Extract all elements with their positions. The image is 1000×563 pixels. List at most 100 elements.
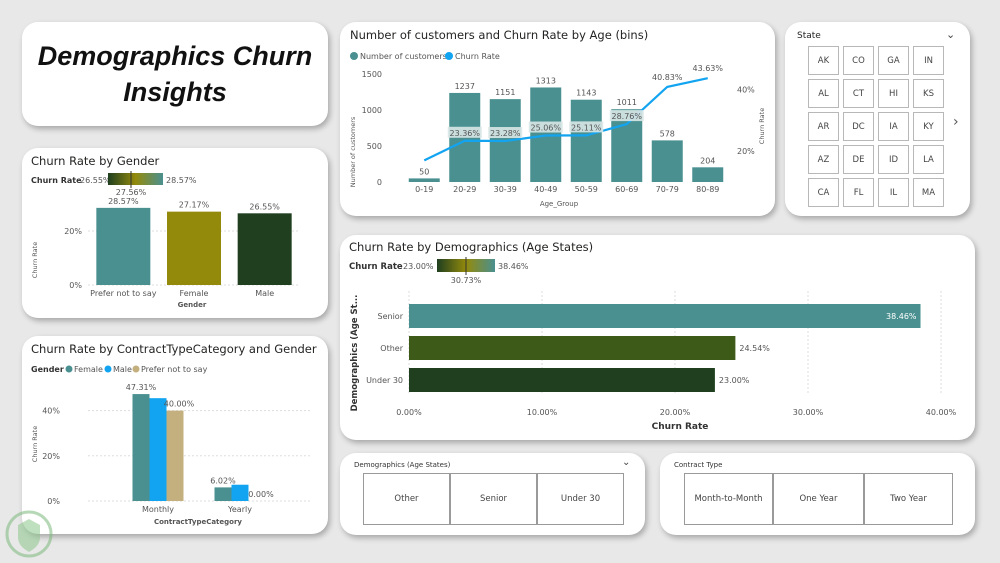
- state-option-al[interactable]: AL: [808, 79, 839, 108]
- bar-demographics[interactable]: [409, 304, 921, 328]
- contract-chart-y-axis: 0% 20% 40%: [42, 407, 312, 506]
- demo-option-senior[interactable]: Senior: [450, 473, 537, 525]
- state-option-ct[interactable]: CT: [843, 79, 874, 108]
- demo-chart-x-label: Churn Rate: [652, 422, 709, 432]
- gender-grad-bar: [108, 173, 163, 185]
- bar-contract[interactable]: [166, 410, 184, 501]
- y-tick-label: 40%: [42, 407, 60, 416]
- state-option-hi[interactable]: HI: [878, 79, 909, 108]
- state-option-ar[interactable]: AR: [808, 112, 839, 141]
- state-option-ia[interactable]: IA: [878, 112, 909, 141]
- x-tick-label: Prefer not to say: [90, 289, 157, 298]
- demo-option-under30[interactable]: Under 30: [537, 473, 624, 525]
- line-label-bg: [569, 121, 604, 133]
- demo-chart-plot: 0.00% 10.00% 20.00% 30.00% 40.00% Senior 38.46…: [366, 291, 957, 417]
- state-option-id[interactable]: ID: [878, 145, 909, 174]
- y-tick-label: 1500: [362, 70, 382, 79]
- chevron-down-icon[interactable]: ⌄: [946, 28, 956, 41]
- gender-grad-min: 26.55%: [80, 176, 111, 185]
- state-option-dc[interactable]: DC: [843, 112, 874, 141]
- page-title: Demographics Churn Insights: [22, 22, 328, 126]
- bar-contract[interactable]: [231, 484, 249, 501]
- x-tick-label: Yearly: [227, 505, 252, 514]
- gender-chart-title: Churn Rate by Gender: [31, 154, 160, 168]
- state-option-ky[interactable]: KY: [913, 112, 944, 141]
- state-option-in[interactable]: IN: [913, 46, 944, 75]
- chevron-down-icon[interactable]: ⌄: [622, 457, 631, 468]
- x-tick-label: 70-79: [656, 185, 679, 194]
- x-tick-label: 80-89: [696, 185, 719, 194]
- state-option-fl[interactable]: FL: [843, 178, 874, 207]
- demo-grad-max: 38.46%: [498, 262, 529, 271]
- y-tick-label: Under 30: [366, 376, 403, 385]
- state-option-co[interactable]: CO: [843, 46, 874, 75]
- gender-chart-plot: 28.57% Prefer not to say 27.17% Female 26.55…: [90, 197, 292, 298]
- state-option-ga[interactable]: GA: [878, 46, 909, 75]
- churn-rate-line[interactable]: [423, 77, 708, 162]
- contract-option-two-year[interactable]: Two Year: [864, 473, 953, 525]
- x-tick-label: Female: [180, 289, 209, 298]
- bar-demographics[interactable]: [409, 368, 715, 392]
- age-chart-legend: Number of customers Churn Rate: [350, 52, 500, 61]
- state-option-il[interactable]: IL: [878, 178, 909, 207]
- demo-slicer-card: Demographics (Age States) ⌄ Other Senior…: [340, 453, 645, 535]
- x-tick-label: 50-59: [575, 185, 598, 194]
- state-option-az[interactable]: AZ: [808, 145, 839, 174]
- bar-data-label: 1237: [455, 82, 475, 91]
- line-label-bg: [447, 126, 482, 138]
- demo-option-other[interactable]: Other: [363, 473, 450, 525]
- x-tick-label: 0-19: [415, 185, 433, 194]
- y-tick-label: 20%: [42, 452, 60, 461]
- page-title-line1: Demographics Churn: [37, 41, 313, 71]
- age-chart-card: Number of customers and Churn Rate by Ag…: [340, 22, 775, 216]
- bar-gender[interactable]: [96, 207, 151, 285]
- age-chart-svg: Number of customers Churn Rate 0 500 1000 1…: [349, 52, 766, 208]
- contract-chart-y-label: Churn Rate: [31, 426, 39, 462]
- x-tick-label: 20-29: [453, 185, 476, 194]
- bar-customers[interactable]: [408, 178, 440, 182]
- demo-slicer-title: Demographics (Age States): [354, 461, 451, 469]
- bar-gender[interactable]: [167, 211, 221, 285]
- y-tick-label: Other: [380, 344, 403, 353]
- state-option-ma[interactable]: MA: [913, 178, 944, 207]
- bar-customers[interactable]: [651, 140, 683, 182]
- y2-tick-label: 20%: [737, 147, 755, 156]
- bar-customers[interactable]: [570, 99, 602, 182]
- x-tick-label: 60-69: [615, 185, 638, 194]
- x-tick-label: 40.00%: [926, 408, 957, 417]
- x-tick-label: 30-39: [494, 185, 517, 194]
- state-option-ks[interactable]: KS: [913, 79, 944, 108]
- contract-legend-title: Gender: [31, 365, 64, 374]
- bar-contract[interactable]: [132, 394, 150, 501]
- bar-demographics[interactable]: [409, 336, 736, 360]
- age-chart-y2-label: Churn Rate: [758, 108, 766, 144]
- contract-option-one-year[interactable]: One Year: [773, 473, 864, 525]
- gender-legend-label: Churn Rate: [31, 176, 82, 185]
- state-option-de[interactable]: DE: [843, 145, 874, 174]
- line-data-label: 43.63%: [692, 64, 723, 73]
- x-tick-label: 20.00%: [660, 408, 691, 417]
- contract-option-month[interactable]: Month-to-Month: [684, 473, 773, 525]
- legend-swatch-churn: [445, 52, 453, 60]
- state-slicer-title: State: [797, 31, 821, 41]
- legend-label-customers: Number of customers: [360, 52, 447, 61]
- bar-data-label: 50: [419, 167, 429, 176]
- demo-grad-mid: 30.73%: [451, 276, 482, 285]
- age-chart-x-label: Age_Group: [540, 200, 579, 208]
- demo-grad-min: 23.00%: [403, 262, 434, 271]
- chevron-right-icon[interactable]: ›: [953, 114, 959, 130]
- bar-contract[interactable]: [149, 398, 167, 501]
- bar-contract[interactable]: [214, 487, 232, 501]
- bar-customers[interactable]: [611, 109, 643, 182]
- bar-customers[interactable]: [692, 167, 724, 182]
- y-tick-label: 0%: [47, 497, 60, 506]
- gender-chart-svg: Churn Rate 26.55% 28.57% 27.56% 0% 20% Ch…: [31, 171, 300, 309]
- state-option-la[interactable]: LA: [913, 145, 944, 174]
- legend-label-female: Female: [74, 365, 103, 374]
- state-option-ca[interactable]: CA: [808, 178, 839, 207]
- gender-chart-y-label: Churn Rate: [31, 242, 39, 278]
- state-option-ak[interactable]: AK: [808, 46, 839, 75]
- age-chart-y-axis: 0 500 1000 1500 20% 40%: [362, 70, 756, 187]
- bar-data-label: 26.55%: [249, 202, 280, 211]
- bar-gender[interactable]: [237, 213, 292, 285]
